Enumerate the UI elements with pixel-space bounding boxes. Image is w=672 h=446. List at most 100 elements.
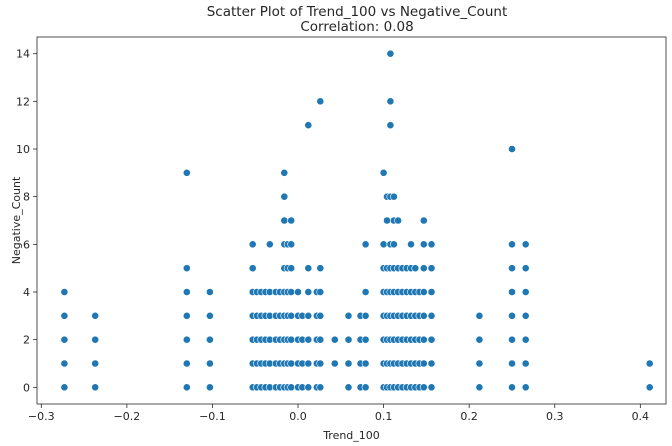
data-point — [248, 240, 257, 249]
data-point — [419, 288, 428, 296]
data-point — [386, 49, 395, 58]
data-point — [361, 311, 370, 320]
data-point — [521, 335, 530, 344]
data-point — [316, 97, 325, 106]
data-point — [407, 240, 415, 249]
data-point — [475, 311, 484, 320]
x-tick-label: −0.3 — [28, 410, 55, 423]
data-point — [265, 240, 274, 249]
data-point — [361, 359, 370, 368]
data-point — [316, 311, 325, 320]
data-point — [419, 359, 428, 368]
data-point — [316, 359, 325, 368]
data-point — [389, 192, 398, 201]
data-point — [379, 240, 388, 249]
data-point — [248, 264, 257, 273]
data-point — [304, 335, 313, 344]
data-point — [427, 335, 436, 344]
data-point — [60, 335, 69, 344]
data-point — [287, 311, 296, 320]
data-point — [287, 216, 296, 225]
data-point — [205, 383, 214, 392]
data-point — [508, 311, 516, 320]
chart-title: Scatter Plot of Trend_100 vs Negative_Co… — [207, 4, 508, 20]
data-point — [330, 359, 339, 368]
data-point — [60, 288, 69, 296]
data-point — [508, 359, 516, 368]
data-point — [304, 264, 313, 273]
y-tick-label: 2 — [23, 334, 30, 347]
data-point — [287, 288, 296, 296]
data-point — [361, 335, 370, 344]
data-point — [344, 383, 353, 392]
y-axis-label: Negative_Count — [10, 176, 23, 264]
data-point — [645, 359, 654, 368]
data-point — [361, 288, 370, 296]
data-point — [419, 264, 428, 273]
data-point — [508, 288, 516, 296]
data-point — [304, 383, 313, 392]
data-point — [427, 240, 436, 249]
data-point — [205, 288, 214, 296]
data-point — [280, 192, 289, 201]
data-point — [427, 383, 436, 392]
data-point — [475, 359, 484, 368]
data-point — [344, 359, 353, 368]
data-point — [205, 311, 214, 320]
data-point — [287, 240, 296, 249]
plot-frame — [36, 36, 667, 405]
data-point — [316, 335, 325, 344]
data-point — [521, 264, 530, 273]
data-point — [316, 264, 325, 273]
y-axis: 0 2 4 6 8 10 12 14 — [16, 48, 37, 394]
data-point — [379, 168, 388, 177]
y-tick-label: 10 — [16, 143, 30, 156]
x-tick-label: −0.1 — [199, 410, 226, 423]
data-point — [182, 359, 191, 368]
data-point — [287, 383, 296, 392]
data-point — [91, 383, 100, 392]
x-tick-label: 0.2 — [460, 410, 478, 423]
data-point — [508, 145, 516, 153]
data-point — [304, 121, 313, 130]
data-point — [475, 335, 484, 344]
data-point — [475, 383, 484, 392]
data-point — [361, 383, 370, 392]
data-point — [645, 383, 654, 392]
data-point — [521, 359, 530, 368]
data-point — [182, 311, 191, 320]
y-tick-label: 0 — [23, 381, 30, 394]
data-point — [344, 335, 353, 344]
x-tick-label: 0.3 — [546, 410, 564, 423]
data-point — [427, 359, 436, 368]
data-point — [386, 121, 395, 130]
data-point — [182, 335, 191, 344]
data-point — [280, 168, 289, 177]
data-point — [508, 240, 516, 249]
data-point — [287, 359, 296, 368]
data-point — [427, 288, 436, 296]
data-point — [389, 240, 398, 249]
data-point — [205, 359, 214, 368]
data-point — [508, 264, 516, 273]
data-point — [521, 383, 530, 392]
x-tick-label: 0.1 — [375, 410, 393, 423]
data-point — [419, 240, 428, 249]
data-point — [91, 335, 100, 344]
y-tick-label: 12 — [16, 95, 30, 108]
data-point — [182, 383, 191, 392]
data-point — [304, 359, 313, 368]
data-point — [344, 311, 353, 320]
x-tick-label: 0.4 — [632, 410, 650, 423]
data-point — [419, 216, 428, 225]
data-point — [304, 288, 313, 296]
data-point — [419, 383, 428, 392]
data-point — [60, 359, 69, 368]
data-point — [60, 383, 69, 392]
data-point — [521, 240, 530, 249]
x-tick-label: −0.2 — [113, 410, 140, 423]
data-point — [91, 311, 100, 320]
y-tick-label: 6 — [23, 238, 30, 251]
data-point — [287, 335, 296, 344]
data-point — [182, 168, 191, 177]
